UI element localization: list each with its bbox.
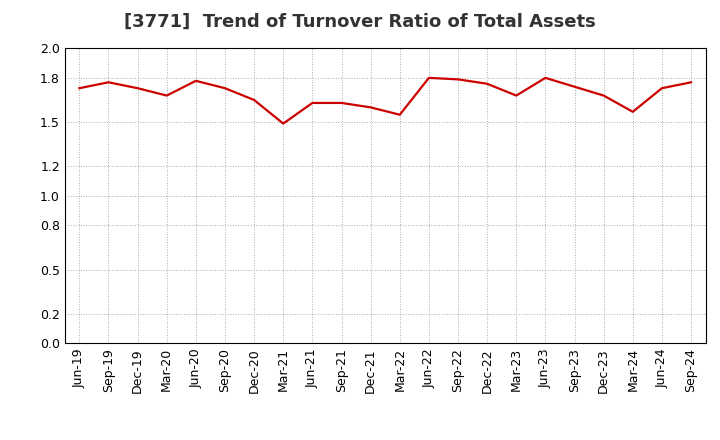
Text: [3771]  Trend of Turnover Ratio of Total Assets: [3771] Trend of Turnover Ratio of Total … [124, 13, 596, 31]
